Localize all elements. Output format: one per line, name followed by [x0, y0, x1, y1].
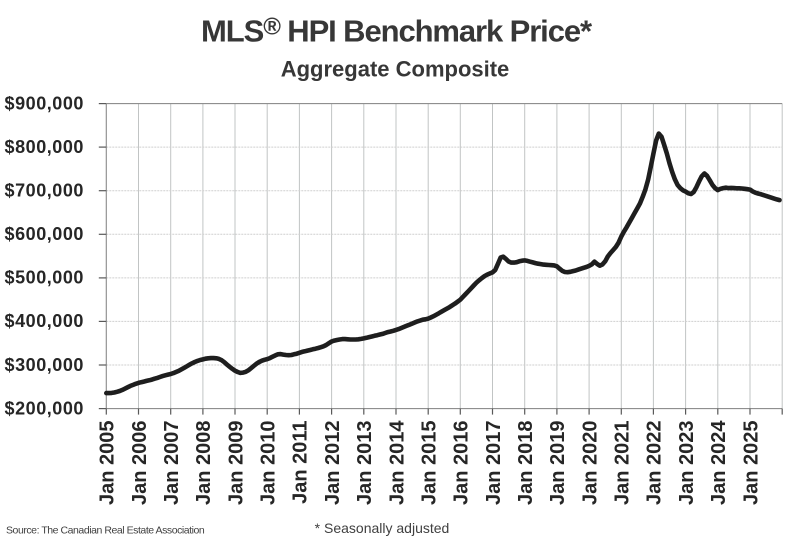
svg-text:Jan 2018: Jan 2018 [515, 421, 537, 506]
svg-text:$500,000: $500,000 [5, 268, 84, 288]
svg-text:Jan 2010: Jan 2010 [258, 421, 280, 506]
svg-text:$300,000: $300,000 [5, 355, 84, 375]
svg-text:Jan 2006: Jan 2006 [129, 421, 151, 506]
svg-text:Jan 2013: Jan 2013 [354, 421, 376, 506]
svg-text:Jan 2005: Jan 2005 [97, 421, 119, 506]
svg-text:MLS® HPI Benchmark Price*: MLS® HPI Benchmark Price* [201, 14, 593, 49]
svg-text:Jan 2009: Jan 2009 [225, 421, 247, 506]
svg-text:Jan 2024: Jan 2024 [708, 420, 730, 505]
svg-text:Jan 2016: Jan 2016 [451, 421, 473, 506]
svg-text:Jan 2011: Jan 2011 [290, 421, 312, 504]
svg-text:Jan 2007: Jan 2007 [161, 421, 183, 506]
svg-text:$600,000: $600,000 [5, 224, 84, 244]
svg-text:Jan 2022: Jan 2022 [644, 421, 666, 506]
svg-text:Jan 2012: Jan 2012 [322, 421, 344, 506]
svg-text:Aggregate Composite: Aggregate Composite [281, 57, 510, 82]
svg-text:Jan 2014: Jan 2014 [386, 420, 408, 505]
svg-text:Jan 2008: Jan 2008 [193, 421, 215, 506]
svg-text:Jan 2015: Jan 2015 [419, 421, 441, 506]
svg-text:Jan 2019: Jan 2019 [547, 421, 569, 506]
svg-text:* Seasonally adjusted: * Seasonally adjusted [315, 520, 450, 536]
svg-text:Jan 2023: Jan 2023 [676, 421, 698, 506]
svg-text:$900,000: $900,000 [5, 93, 84, 113]
svg-text:$700,000: $700,000 [5, 181, 84, 201]
svg-text:Jan 2017: Jan 2017 [483, 421, 505, 506]
svg-text:Source: The Canadian Real Esta: Source: The Canadian Real Estate Associa… [6, 525, 205, 537]
svg-text:$800,000: $800,000 [5, 137, 84, 157]
svg-text:Jan 2025: Jan 2025 [740, 421, 762, 506]
svg-text:Jan 2020: Jan 2020 [579, 421, 601, 506]
svg-text:Jan 2021: Jan 2021 [612, 421, 634, 506]
svg-text:$200,000: $200,000 [5, 398, 84, 418]
svg-text:$400,000: $400,000 [5, 311, 84, 331]
